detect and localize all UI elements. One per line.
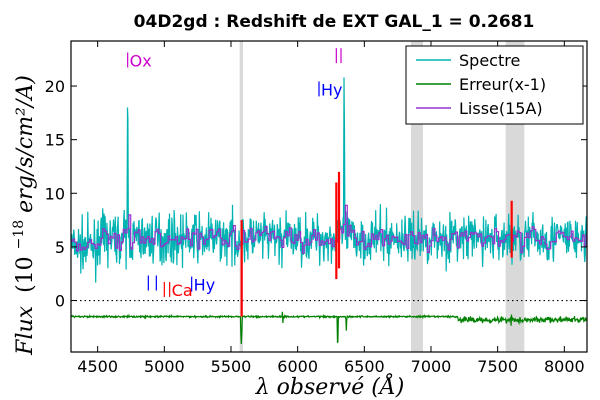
x-tick-label-6: 7500 xyxy=(477,357,518,376)
legend-label-2: Lisse(15A) xyxy=(459,99,543,118)
x-tick-label-7: 8000 xyxy=(544,357,585,376)
legend: Spectre Erreur(x-1) Lisse(15A) xyxy=(405,45,584,125)
x-tick-label-0: 4500 xyxy=(77,357,118,376)
y-tick-label-4: 20 xyxy=(45,77,65,96)
x-tick-label-4: 6500 xyxy=(344,357,385,376)
y-axis-label-units: (10 xyxy=(13,256,38,293)
erreur-line xyxy=(71,311,587,345)
chart-title: 04D2gd : Redshift de EXT GAL_1 = 0.2681 xyxy=(134,12,535,32)
x-tick-label-3: 6000 xyxy=(277,357,318,376)
line-label-5: Hy xyxy=(194,276,216,295)
line-label-2: Hy xyxy=(321,80,343,99)
y-tick-label-2: 10 xyxy=(45,184,65,203)
y-tick-label-0: 0 xyxy=(55,292,65,311)
lisse-line xyxy=(71,204,587,254)
x-tick-label-5: 7000 xyxy=(411,357,452,376)
line-label-4: Ca xyxy=(172,281,193,300)
x-tick-label-2: 5500 xyxy=(211,357,252,376)
legend-label-0: Spectre xyxy=(459,51,520,70)
line-label-0: Ox xyxy=(130,51,152,70)
plot-frame xyxy=(70,40,588,353)
svg-text:Flux (10 −18: Flux (10 −18 erg/s/cm²/A) xyxy=(4,75,38,356)
shaded-band-0 xyxy=(239,41,243,352)
legend-label-1: Erreur(x-1) xyxy=(459,75,546,94)
x-tick-label-1: 5000 xyxy=(144,357,185,376)
y-axis-label-exponent: −18 xyxy=(11,220,27,250)
x-axis-label: λ observé (Å) xyxy=(255,372,405,400)
y-tick-label-1: 5 xyxy=(55,238,65,257)
y-axis-label-main: Flux xyxy=(13,305,38,355)
y-axis-label-rest: erg/s/cm²/A) xyxy=(13,75,38,213)
y-tick-label-3: 15 xyxy=(45,131,65,150)
legend-box xyxy=(405,45,584,125)
y-axis-label: Flux (10 −18 erg/s/cm²/A) xyxy=(4,75,38,356)
